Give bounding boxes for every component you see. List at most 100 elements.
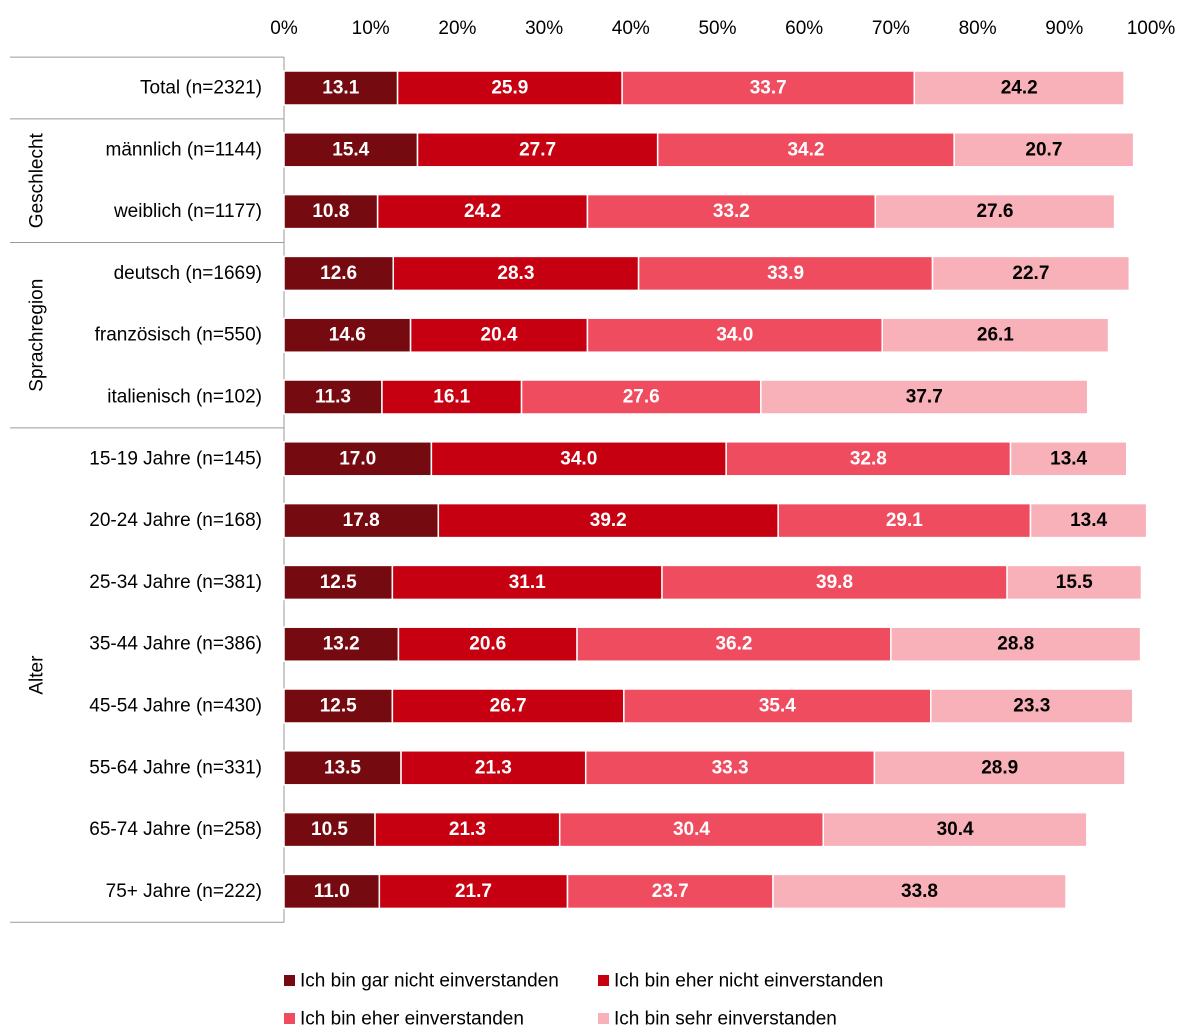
bar-segment: [283, 193, 379, 230]
legend-label: Ich bin gar nicht einverstanden: [300, 971, 559, 992]
bar-segment: [283, 750, 402, 786]
data-label: 16.1: [433, 387, 470, 408]
bar-segment: [430, 441, 727, 477]
data-label: 27.6: [623, 387, 660, 408]
data-label: 13.5: [324, 757, 361, 778]
category-label: 55-64 Jahre (n=331): [89, 757, 262, 778]
x-tick-label: 0%: [270, 18, 298, 39]
legend-label: Ich bin eher einverstanden: [300, 1009, 524, 1027]
data-label: 33.3: [712, 757, 749, 778]
x-tick-label: 60%: [785, 18, 823, 39]
data-label: 13.4: [1070, 510, 1107, 531]
bar-segment: [416, 132, 659, 168]
data-label: 10.5: [311, 819, 348, 840]
data-label: 27.7: [519, 139, 556, 160]
data-label: 32.8: [850, 448, 887, 469]
data-label: 30.4: [673, 819, 710, 840]
category-label: 20-24 Jahre (n=168): [89, 510, 262, 531]
category-axis: Geschlecht Sprachregion Alter Total (n=2321…: [10, 56, 285, 923]
bar-segment: [283, 317, 412, 353]
category-label: Total (n=2321): [140, 78, 262, 99]
data-label: 33.7: [750, 78, 787, 99]
bars: 13.1 25.9 33.7 24.2 15.4 27.7 34.2 20.7 10.8 24.2…: [283, 70, 1148, 910]
data-label: 33.9: [767, 263, 804, 284]
category-label: deutsch (n=1669): [114, 263, 262, 284]
legend: Ich bin gar nicht einverstanden Ich bin e…: [284, 971, 883, 1027]
data-label: 23.7: [652, 881, 689, 902]
data-label: 36.2: [715, 634, 752, 655]
category-label: weiblich (n=1177): [113, 201, 262, 222]
bar-segment: [586, 193, 877, 230]
data-label: 39.8: [816, 572, 853, 593]
data-label: 33.2: [713, 201, 750, 222]
bar-segment: [822, 811, 1088, 848]
data-label: 34.2: [787, 139, 824, 160]
x-tick-label: 50%: [698, 18, 736, 39]
legend-label: Ich bin sehr einverstanden: [614, 1009, 837, 1027]
data-label: 24.2: [464, 201, 501, 222]
data-label: 28.3: [497, 263, 534, 284]
bar-segment: [283, 873, 381, 910]
data-label: 10.8: [312, 201, 349, 222]
data-label: 27.6: [976, 201, 1013, 222]
x-tick-label: 70%: [872, 18, 910, 39]
legend-swatch: [598, 1013, 609, 1024]
data-label: 13.1: [322, 78, 359, 99]
data-label: 31.1: [509, 572, 546, 593]
bar-segment: [566, 873, 774, 910]
bar-segment: [661, 564, 1008, 601]
data-label: 34.0: [560, 448, 597, 469]
data-label: 28.9: [981, 757, 1018, 778]
bar-segment: [283, 564, 394, 601]
bar-segment: [760, 379, 1089, 415]
bar-segment: [725, 441, 1012, 477]
bar-segment: [874, 193, 1116, 230]
data-label: 15.5: [1056, 572, 1093, 593]
bar-segment: [1029, 502, 1148, 539]
bar-segment: [623, 688, 932, 724]
x-tick-label: 100%: [1127, 18, 1176, 39]
category-label: 45-54 Jahre (n=430): [89, 696, 262, 717]
data-label: 35.4: [759, 696, 796, 717]
data-label: 33.8: [901, 881, 938, 902]
category-label: 15-19 Jahre (n=145): [89, 448, 262, 469]
data-label: 39.2: [590, 510, 627, 531]
data-label: 20.7: [1025, 139, 1062, 160]
legend-label: Ich bin eher nicht einverstanden: [614, 971, 883, 992]
bar-segment: [558, 811, 825, 848]
bar-segment: [283, 811, 376, 848]
bar-segment: [283, 255, 394, 292]
bar-segment: [656, 132, 955, 168]
data-label: 28.8: [997, 634, 1034, 655]
group-label: Sprachregion: [27, 279, 48, 392]
group-label: Alter: [27, 655, 48, 695]
data-label: 13.2: [323, 634, 360, 655]
bar-segment: [890, 626, 1142, 662]
category-label: 25-34 Jahre (n=381): [89, 572, 262, 593]
x-axis: 0% 10% 20% 30% 40% 50% 60% 70% 80% 90% 100%: [270, 18, 1175, 39]
legend-swatch: [284, 975, 295, 986]
data-label: 12.5: [320, 572, 357, 593]
category-label: 65-74 Jahre (n=258): [89, 819, 262, 840]
category-label: männlich (n=1144): [106, 139, 263, 160]
bar-segment: [437, 502, 779, 539]
bar-segment: [283, 132, 419, 168]
data-label: 12.5: [320, 696, 357, 717]
data-label: 30.4: [937, 819, 974, 840]
bar-segment: [376, 193, 589, 230]
data-label: 17.8: [343, 510, 380, 531]
bar-segment: [873, 750, 1126, 786]
legend-swatch: [284, 1013, 295, 1024]
data-label: 37.7: [906, 387, 943, 408]
data-label: 12.6: [320, 263, 357, 284]
bar-segment: [374, 811, 561, 848]
x-tick-label: 90%: [1045, 18, 1083, 39]
category-label: italienisch (n=102): [107, 387, 262, 408]
data-label: 34.0: [716, 325, 753, 346]
data-label: 21.3: [449, 819, 486, 840]
legend-swatch: [598, 975, 609, 986]
data-label: 17.0: [339, 448, 376, 469]
data-label: 20.4: [481, 325, 518, 346]
bar-segment: [391, 688, 625, 724]
